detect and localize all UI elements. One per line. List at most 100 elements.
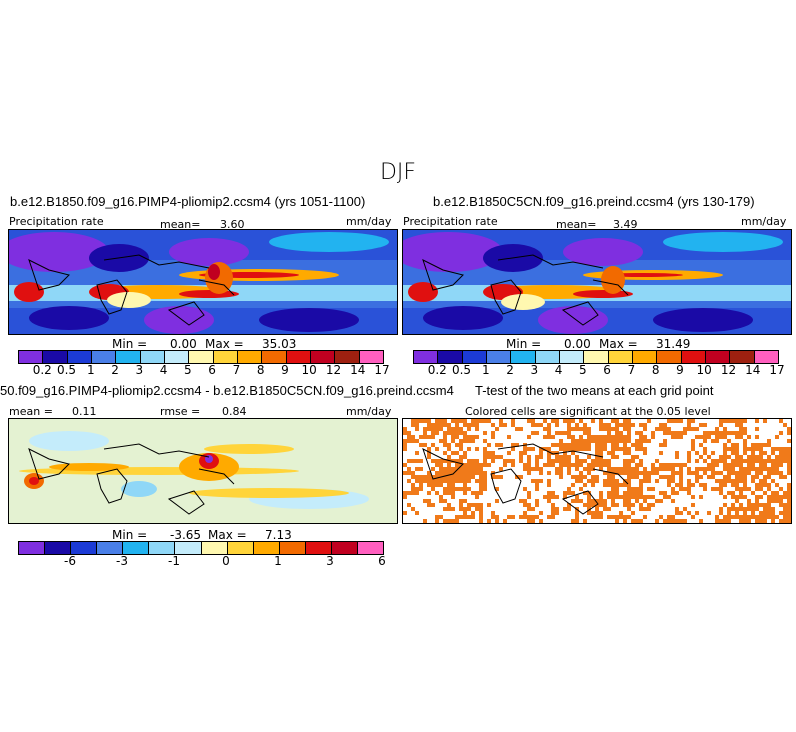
significant-cell [527, 503, 531, 507]
significant-cell [443, 475, 447, 479]
significant-cell [455, 427, 459, 431]
significant-cell [735, 419, 739, 423]
panel-mean-label-top-right: mean= [556, 218, 597, 231]
significant-cell [415, 423, 419, 427]
significant-cell [591, 459, 595, 463]
significant-cell [739, 427, 743, 431]
significant-cell [743, 479, 747, 483]
significant-cell [663, 463, 667, 467]
significant-cell [403, 471, 407, 475]
significant-cell [587, 447, 591, 451]
significant-cell [459, 479, 463, 483]
significant-cell [631, 455, 635, 459]
significant-cell [535, 423, 539, 427]
significant-cell [487, 443, 491, 447]
significant-cell [571, 475, 575, 479]
significant-cell [547, 427, 551, 431]
significant-cell [431, 427, 435, 431]
significant-cell [519, 451, 523, 455]
significant-cell [723, 419, 727, 423]
significant-cell [447, 483, 451, 487]
significant-cell [563, 459, 567, 463]
significant-cell [455, 467, 459, 471]
significant-cell [459, 419, 463, 423]
significant-cell [431, 483, 435, 487]
panel-title-bottom-right: T-test of the two means at each grid poi… [475, 383, 714, 398]
significant-cell [455, 471, 459, 475]
significant-cell [611, 443, 615, 447]
significant-cell [463, 515, 467, 519]
significant-cell [503, 423, 507, 427]
significant-cell [471, 471, 475, 475]
significant-cell [491, 435, 495, 439]
significant-cell [567, 491, 571, 495]
significant-cell [551, 451, 555, 455]
significant-cell [603, 435, 607, 439]
colorbar-tick-label: 0.5 [451, 363, 472, 377]
significant-cell [511, 447, 515, 451]
significant-cell [767, 459, 771, 463]
significant-cell [607, 435, 611, 439]
significant-cell [707, 475, 711, 479]
colorbar-tick-label: 9 [676, 363, 684, 377]
significant-cell [531, 467, 535, 471]
map-bottom-left [8, 418, 398, 524]
significant-cell [655, 479, 659, 483]
significant-cell [595, 499, 599, 503]
significant-cell [639, 519, 643, 523]
significant-cell [711, 459, 715, 463]
significant-cell [479, 511, 483, 515]
significant-cell [767, 471, 771, 475]
significant-cell [679, 475, 683, 479]
significant-cell [767, 511, 771, 515]
significant-cell [675, 451, 679, 455]
significant-cell [623, 443, 627, 447]
significant-cell [747, 499, 751, 503]
significant-cell [759, 455, 763, 459]
significant-cell [539, 471, 543, 475]
significant-cell [579, 427, 583, 431]
significant-cell [755, 455, 759, 459]
significant-cell [787, 459, 791, 463]
significant-cell [419, 419, 423, 423]
significant-cell [539, 511, 543, 515]
significant-cell [563, 443, 567, 447]
significant-cell [587, 471, 591, 475]
significant-cell [587, 479, 591, 483]
significant-cell [475, 419, 479, 423]
significant-cell [651, 435, 655, 439]
map-top-left [8, 229, 398, 335]
colorbar-labels-top-right: 0.2 0.5 1 2 3 4 5 6 7 8 9 10 12 14 17 [413, 363, 785, 377]
significant-cell [675, 463, 679, 467]
significant-cell [403, 491, 407, 495]
significant-cell [607, 463, 611, 467]
colorbar-tick-label: 7 [232, 363, 241, 377]
significant-cell [523, 515, 527, 519]
significant-cell [499, 475, 503, 479]
significant-cell [467, 459, 471, 463]
significant-cell [543, 495, 547, 499]
significant-cell [559, 439, 563, 443]
significant-cell [715, 479, 719, 483]
significant-cell [407, 479, 411, 483]
significant-cell [439, 483, 443, 487]
significant-cell [715, 459, 719, 463]
significant-cell [527, 515, 531, 519]
significant-cell [631, 503, 635, 507]
significant-cell [527, 435, 531, 439]
colorbar-tick-label: 0.2 [32, 363, 52, 377]
significant-cell [611, 467, 615, 471]
significant-cell [627, 439, 631, 443]
colorbar-cell [305, 542, 332, 554]
significant-cell [411, 423, 415, 427]
significant-cell [619, 483, 623, 487]
significant-cell [671, 479, 675, 483]
significant-cell [755, 499, 759, 503]
significant-cell [611, 515, 615, 519]
significant-cell [727, 431, 731, 435]
significant-cell [751, 467, 755, 471]
significant-cell [467, 515, 471, 519]
panel-mean-value-top-left: 3.60 [220, 218, 245, 231]
significant-cell [675, 455, 679, 459]
significant-cell [603, 443, 607, 447]
